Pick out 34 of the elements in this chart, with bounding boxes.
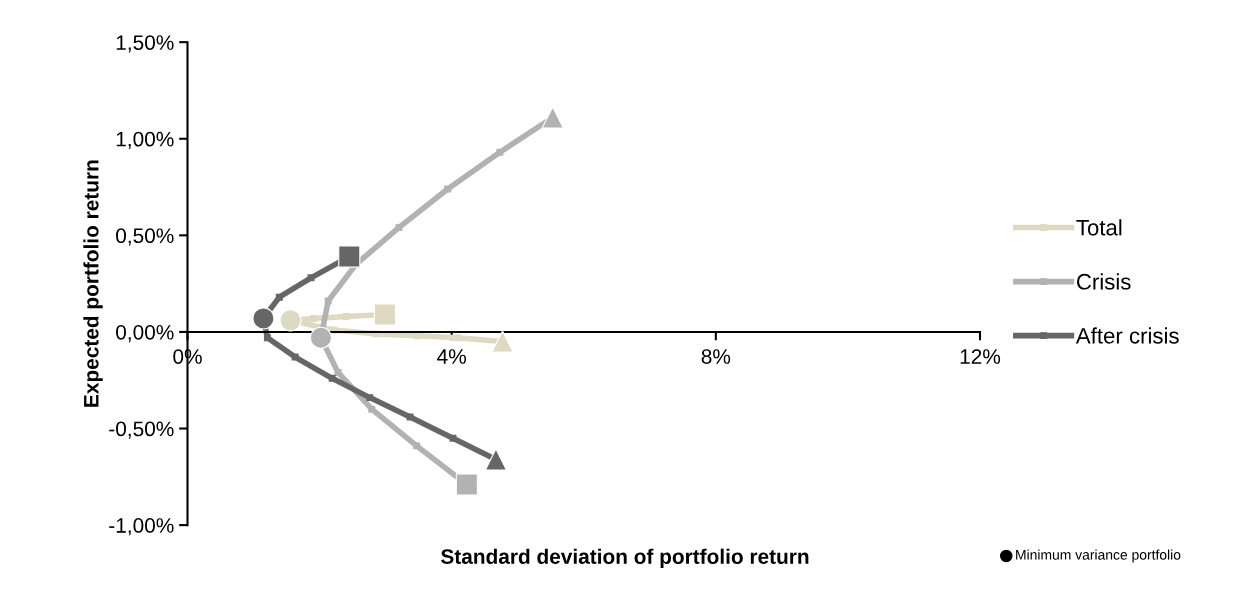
point: [449, 434, 457, 442]
point: [310, 314, 318, 322]
x-tick-label: 4%: [437, 349, 466, 364]
x-tick-label: 12%: [960, 349, 1001, 364]
y-tick-label: 0,50%: [116, 228, 174, 246]
y-tick-label: -0,50%: [109, 421, 174, 439]
y-tick-label: -1,00%: [109, 518, 174, 536]
x-tick-label: 8%: [701, 349, 731, 364]
y-tick-label: 1,50%: [116, 35, 174, 53]
point: [413, 332, 421, 340]
text: Minimum variance portfolio: [1016, 549, 1181, 563]
point: [413, 442, 421, 450]
point: [307, 274, 315, 282]
y-tick-label: 1,00%: [116, 131, 174, 149]
legend-label: After crisis: [1075, 327, 1179, 344]
point: [366, 394, 374, 402]
legend-label: Total: [1076, 219, 1122, 236]
point: [496, 148, 504, 156]
y-axis-title: Expected portfolio return: [83, 160, 103, 407]
point: [342, 313, 350, 320]
point: [406, 413, 414, 421]
point: [291, 353, 299, 361]
point: [368, 405, 376, 413]
x-axis-title: Standard deviation of portfolio return: [441, 548, 809, 569]
point: [334, 369, 342, 376]
y-tick-label: 0,00%: [116, 324, 174, 343]
point: [324, 297, 332, 305]
point: [275, 293, 283, 301]
point: [328, 374, 336, 382]
point: [454, 334, 462, 342]
legend-label: Crisis: [1076, 273, 1131, 290]
point: [395, 224, 403, 232]
point: [263, 334, 271, 342]
point: [444, 185, 452, 193]
